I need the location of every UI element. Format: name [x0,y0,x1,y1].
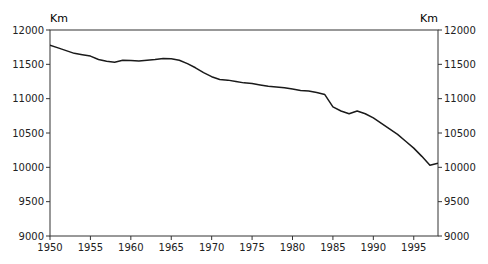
y-tick [46,167,50,168]
y2-tick-label: 9500 [444,196,469,207]
y2-tick [438,201,442,202]
y2-tick [438,30,442,31]
y-tick [46,30,50,31]
plot-area [50,45,438,165]
y-tick-label: 9000 [19,231,44,242]
y2-tick-label: 10000 [444,162,476,173]
y2-tick-label: 9000 [444,231,469,242]
y2-axis-label: Km [420,12,438,25]
chart: 1950 1955 1960 1965 1970 1975 1980 1985 1990 1995… [0,0,488,264]
y-tick [46,236,50,237]
y2-tick-label: 12000 [444,25,476,36]
x-tick-label: 1975 [239,242,264,253]
y2-tick [438,133,442,134]
x-tick-label: 1950 [37,242,62,253]
x-tick-label: 1960 [118,242,143,253]
x-tick-label: 1980 [280,242,305,253]
x-tick [373,236,374,240]
data-line [50,45,438,165]
x-tick [90,236,91,240]
x-tick [130,236,131,240]
y2-tick-label: 11000 [444,93,476,104]
x-tick [413,236,414,240]
x-tick-label: 1985 [320,242,345,253]
x-tick [252,236,253,240]
y2-tick [438,98,442,99]
y-tick-label: 12000 [12,25,44,36]
x-tick [332,236,333,240]
y-tick-label: 11500 [12,59,44,70]
y-tick [46,64,50,65]
x-tick [171,236,172,240]
x-tick-label: 1990 [361,242,386,253]
x-tick [50,236,51,240]
y-tick-label: 9500 [19,196,44,207]
y2-tick-label: 11500 [444,59,476,70]
x-tick [211,236,212,240]
y2-tick [438,236,442,237]
y2-tick-label: 10500 [444,128,476,139]
y-tick [46,201,50,202]
x-tick-label: 1965 [159,242,184,253]
y2-tick [438,167,442,168]
y-tick [46,133,50,134]
y2-tick [438,64,442,65]
y-axis-label: Km [50,12,68,25]
y-tick-label: 10500 [12,128,44,139]
x-tick-label: 1995 [401,242,426,253]
x-tick [292,236,293,240]
y-tick-label: 11000 [12,93,44,104]
y-tick [46,98,50,99]
x-tick-label: 1970 [199,242,224,253]
y-tick-label: 10000 [12,162,44,173]
x-tick-label: 1955 [78,242,103,253]
plot-frame [50,30,438,236]
